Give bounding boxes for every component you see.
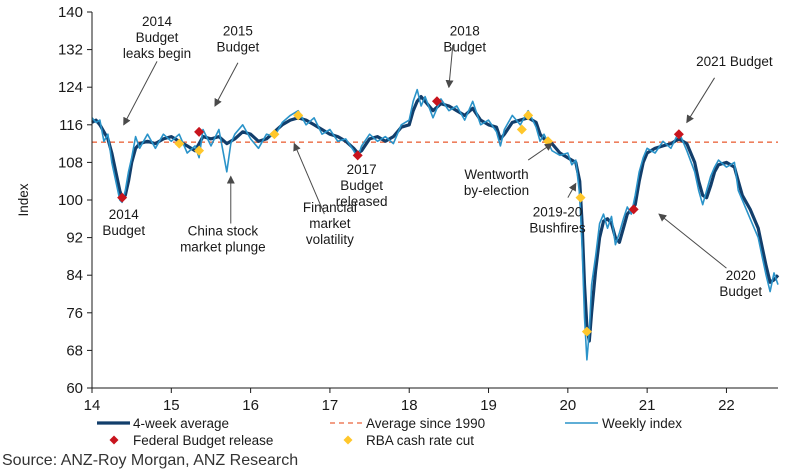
annotation-arrow <box>293 142 325 215</box>
annotation-text: leaks begin <box>123 46 191 61</box>
annotation-arrow <box>214 62 239 107</box>
rba-cut-marker <box>575 192 586 203</box>
annotation-text: Budget <box>217 40 260 55</box>
annotation-text: 2021 Budget <box>696 54 773 69</box>
legend-label-4-week-average: 4-week average <box>133 416 229 431</box>
y-tick-label: 132 <box>58 42 83 59</box>
annotation-text: Budget <box>340 178 383 193</box>
y-tick-label: 140 <box>58 4 83 21</box>
annotation-text: market plunge <box>180 239 266 254</box>
annotation-text: Budget <box>443 40 486 55</box>
budget-release-marker <box>117 192 128 203</box>
rba-cut-marker <box>581 326 592 337</box>
annotation-text: Budget <box>102 223 145 238</box>
x-tick-label: 16 <box>242 397 259 414</box>
rba-cut-marker <box>523 110 534 121</box>
y-tick-label: 92 <box>66 230 83 247</box>
annotation-text: by-election <box>464 183 529 198</box>
annotation-text: 2014 <box>109 207 140 222</box>
annotation-arrow <box>658 213 727 269</box>
y-tick-label: 124 <box>58 79 83 96</box>
annotation-text: Financial <box>303 200 357 215</box>
budget-release-marker <box>194 126 205 137</box>
source-note: Source: ANZ-Roy Morgan, ANZ Research <box>2 452 299 469</box>
annotation-text: 2020 <box>726 268 756 283</box>
annotation: 2021 Budget <box>686 54 773 124</box>
x-tick-label: 15 <box>163 397 180 414</box>
x-tick-label: 21 <box>639 397 656 414</box>
y-tick-label: 68 <box>66 342 83 359</box>
rba-cut-marker <box>269 129 280 140</box>
x-tick-label: 22 <box>718 397 735 414</box>
rba-cut-marker <box>174 138 185 149</box>
legend-swatch-rba-cut <box>343 435 353 445</box>
annotation-text: 2019-20 <box>533 204 583 219</box>
rba-cut-marker <box>194 145 205 156</box>
y-tick-label: 76 <box>66 305 83 322</box>
legend-label-weekly-index: Weekly index <box>602 416 682 431</box>
annotation-text: Budget <box>136 30 179 45</box>
budget-release-marker <box>431 96 442 107</box>
x-tick-label: 14 <box>84 397 101 414</box>
legend: 4-week average Average since 1990 Weekly i… <box>97 416 682 448</box>
y-tick-label: 84 <box>66 267 83 284</box>
annotation-text: China stock <box>188 223 259 238</box>
y-tick-label: 116 <box>59 117 83 134</box>
x-tick-label: 18 <box>401 397 418 414</box>
x-tick-label: 17 <box>322 397 339 414</box>
rba-cut-marker <box>516 124 527 135</box>
annotation-text: Bushfires <box>529 220 586 235</box>
budget-release-marker <box>673 129 684 140</box>
y-axis-label: Index <box>16 183 31 216</box>
legend-swatch-budget-release <box>109 435 119 445</box>
annotation-text: Budget <box>719 284 762 299</box>
x-tick-label: 19 <box>480 397 497 414</box>
legend-label-budget-release: Federal Budget release <box>133 433 273 448</box>
axes: 60 68 76 84 92 100 108 116 124 132 140 14 15 16 17 18 19… <box>16 4 778 414</box>
annotation-text: 2018 <box>450 24 480 39</box>
y-tick-label: 60 <box>66 380 83 397</box>
budget-release-marker <box>352 150 363 161</box>
annotation-arrow <box>567 182 577 198</box>
annotation-arrow <box>445 44 454 89</box>
series-line-weekly-index <box>91 88 779 361</box>
annotation-text: market <box>309 216 351 231</box>
budget-release-marker <box>628 204 639 215</box>
y-tick-label: 108 <box>58 154 83 171</box>
annotation-arrow <box>123 61 158 126</box>
x-tick-label: 20 <box>559 397 576 414</box>
annotation-text: 2014 <box>142 14 173 29</box>
annotation-text: 2015 <box>223 24 253 39</box>
annotation-arrow <box>527 143 553 161</box>
annotation-text: 2017 <box>347 162 377 177</box>
annotation-text: volatility <box>306 232 354 247</box>
legend-label-rba-cut: RBA cash rate cut <box>366 433 474 448</box>
y-tick-label: 100 <box>58 192 83 209</box>
annotation-text: released <box>336 194 388 209</box>
annotation-arrow <box>686 77 715 124</box>
legend-label-average: Average since 1990 <box>366 416 485 431</box>
annotation-text: Wentworth <box>464 167 528 182</box>
rba-cut-marker <box>293 110 304 121</box>
